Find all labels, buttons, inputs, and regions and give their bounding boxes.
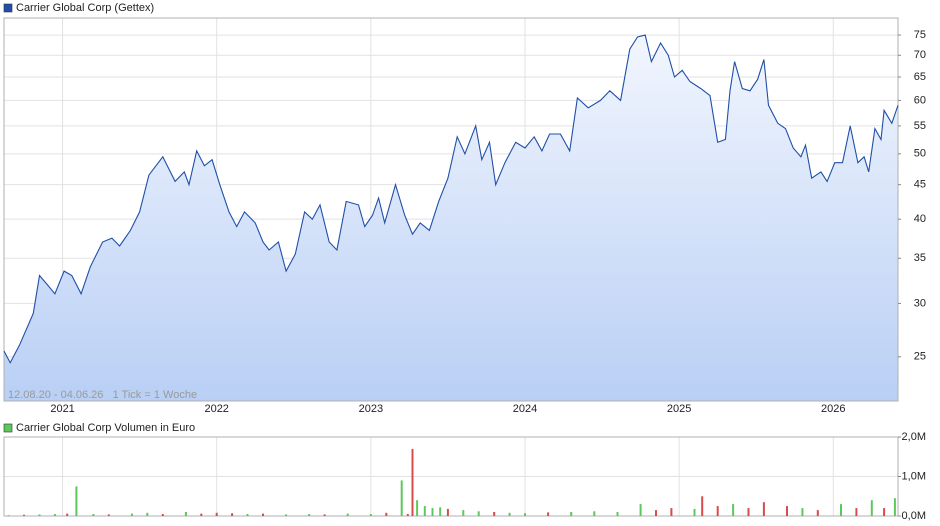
price-line	[3, 34, 899, 364]
price-area	[4, 35, 898, 401]
y-tick-label: 2,0M	[902, 431, 926, 443]
volume-bar	[75, 486, 78, 516]
volume-bar	[855, 508, 858, 516]
volume-bar	[66, 513, 69, 516]
volume-bar	[508, 512, 511, 516]
volume-bar	[593, 511, 596, 516]
volume-bar	[184, 512, 187, 516]
volume-bar	[439, 507, 442, 516]
x-tick-label: 2024	[513, 403, 537, 415]
volume-bar	[639, 504, 642, 516]
volume-bar	[693, 508, 696, 516]
volume-bar	[747, 508, 750, 516]
y-tick-label: 70	[914, 49, 926, 61]
x-tick-label: 2026	[821, 403, 845, 415]
volume-bar	[870, 500, 873, 516]
volume-bar	[146, 512, 149, 516]
x-tick-label: 2025	[667, 403, 691, 415]
volume-bar	[816, 510, 819, 516]
volume-bar	[524, 513, 526, 516]
x-tick-label: 2023	[359, 403, 383, 415]
legend-swatch	[3, 423, 13, 433]
volume-bar	[416, 500, 419, 516]
volume-bar	[38, 514, 41, 516]
volume-bar	[262, 513, 264, 516]
volume-bar	[308, 514, 311, 516]
volume-bar	[7, 515, 10, 516]
volume-bar	[130, 513, 133, 516]
legend-label: Carrier Global Corp Volumen in Euro	[16, 422, 195, 434]
volume-bar	[161, 514, 164, 516]
volume-bar	[462, 510, 465, 516]
volume-bar	[655, 510, 657, 516]
volume-bar	[762, 502, 765, 516]
y-tick-label: 1,0M	[902, 470, 926, 482]
y-tick-label: 65	[914, 71, 926, 83]
volume-bar	[801, 508, 804, 516]
volume-bar	[670, 508, 673, 516]
x-tick-label: 2021	[50, 403, 74, 415]
volume-bar	[231, 513, 234, 516]
volume-bar	[786, 506, 788, 516]
y-tick-label: 60	[914, 94, 926, 106]
volume-bar	[883, 508, 886, 516]
volume-bar	[92, 514, 95, 516]
volume-bar	[477, 511, 480, 516]
volume-bar	[406, 514, 409, 516]
volume-bar	[446, 508, 449, 516]
x-tick-label: 2022	[204, 403, 228, 415]
y-tick-label: 30	[914, 297, 926, 309]
volume-bar	[616, 512, 619, 516]
volume-bar	[431, 508, 434, 516]
y-tick-label: 40	[914, 213, 926, 225]
price-frame	[3, 17, 899, 402]
volume-bar	[385, 512, 388, 516]
volume-bar	[285, 514, 288, 516]
volume-bar	[732, 504, 735, 516]
y-tick-label: 75	[914, 29, 926, 41]
volume-bar	[23, 514, 25, 516]
volume-bar	[400, 480, 403, 516]
volume-bar	[423, 506, 426, 516]
y-tick-label: 50	[914, 148, 926, 160]
volume-bar	[547, 512, 550, 516]
y-tick-label: 55	[914, 120, 926, 132]
volume-bar	[716, 506, 719, 516]
y-tick-label: 35	[914, 252, 926, 264]
y-tick-label: 25	[914, 351, 926, 363]
volume-bar	[107, 514, 110, 516]
volume-bar	[493, 512, 496, 516]
volume-bar	[53, 514, 56, 516]
volume-bar	[369, 514, 372, 516]
volume-bar	[246, 514, 249, 516]
volume-bar	[411, 448, 414, 516]
volume-bar	[570, 512, 573, 516]
legend-swatch	[3, 3, 13, 13]
volume-bar	[840, 504, 842, 516]
volume-bar	[200, 513, 203, 516]
volume-bar	[215, 512, 218, 516]
volume-bar	[346, 513, 349, 516]
y-tick-label: 0,0M	[902, 510, 926, 522]
volume-bar	[701, 496, 704, 517]
volume-bar	[893, 498, 896, 516]
volume-bar	[323, 514, 326, 516]
y-tick-label: 45	[914, 179, 926, 191]
footnote: 12.08.20 - 04.06.26 1 Tick = 1 Woche	[8, 389, 197, 401]
legend-label: Carrier Global Corp (Gettex)	[16, 2, 154, 14]
